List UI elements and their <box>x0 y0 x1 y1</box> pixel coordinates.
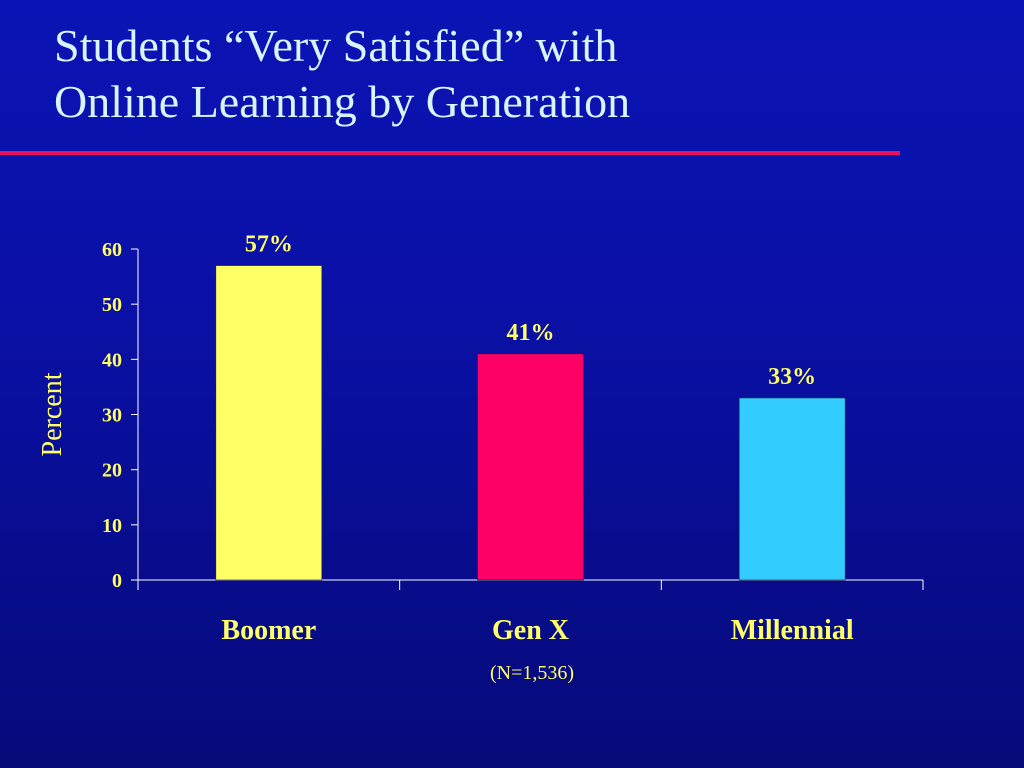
y-tick-label-5: 50 <box>102 294 122 316</box>
sample-size-note: (N=1,536) <box>489 662 575 684</box>
bar-gen-x <box>477 353 584 581</box>
data-label-0: 57% <box>245 232 293 258</box>
category-label-1: Gen X <box>492 615 569 646</box>
data-label-1: 41% <box>507 320 555 346</box>
category-label-2: Millennial <box>731 615 854 646</box>
y-tick-label-1: 10 <box>102 515 122 537</box>
y-tick-label-4: 40 <box>102 349 122 371</box>
y-tick-label-2: 20 <box>102 460 122 482</box>
slide-title-line-1: Students “Very Satisfied” with <box>54 20 618 71</box>
bar-boomer <box>215 265 323 581</box>
category-label-0: Boomer <box>221 615 316 646</box>
y-axis-title: Percent <box>37 372 68 456</box>
y-tick-label-3: 30 <box>102 405 122 427</box>
y-tick-label-0: 0 <box>112 570 122 592</box>
slide-title-line-2: Online Learning by Generation <box>54 76 631 127</box>
slide-title: Students “Very Satisfied” with Online Le… <box>54 18 954 130</box>
y-tick-label-6: 60 <box>102 239 122 261</box>
bar-millennial <box>738 397 846 581</box>
title-underline <box>0 151 900 155</box>
data-label-2: 33% <box>768 364 816 390</box>
